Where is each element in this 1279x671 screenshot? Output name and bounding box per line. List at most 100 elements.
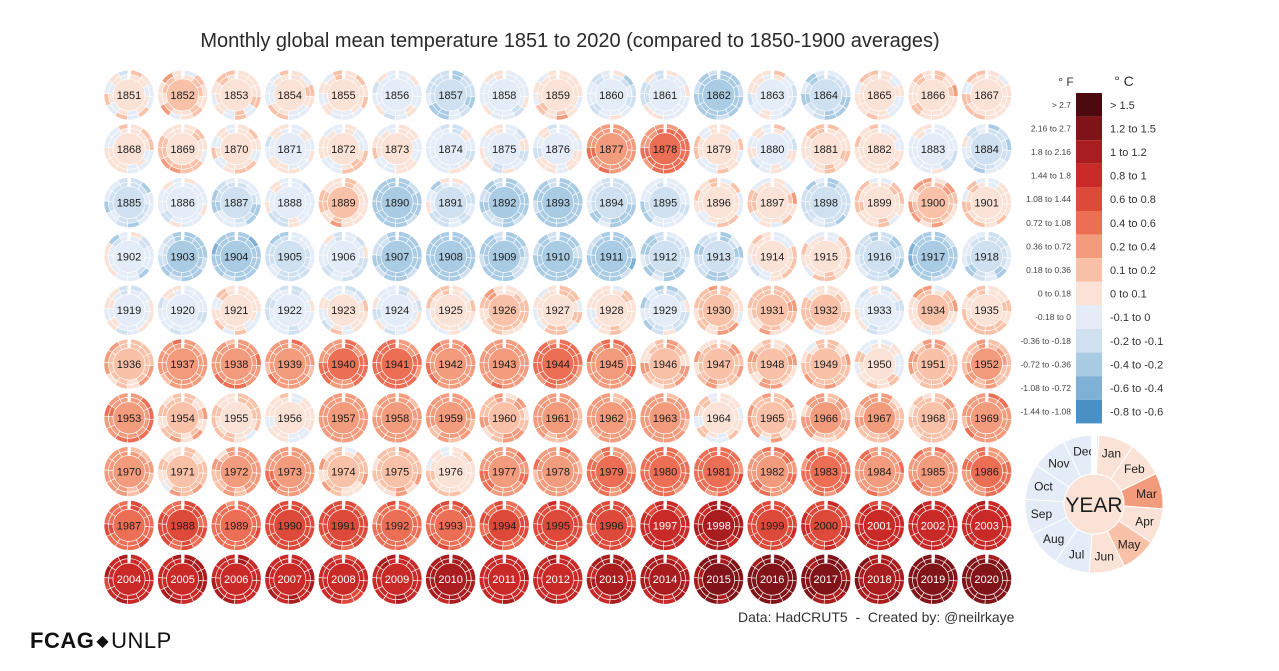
year-notch bbox=[127, 69, 131, 79]
year-notch bbox=[449, 284, 453, 295]
year-wheel-1963: 1963 bbox=[639, 391, 691, 444]
year-notch bbox=[931, 176, 935, 187]
year-wheel-1861: 1861 bbox=[639, 69, 691, 121]
year-notch bbox=[877, 230, 881, 241]
year-notch bbox=[824, 122, 828, 133]
year-wheel-1860: 1860 bbox=[586, 69, 637, 121]
year-label: 1901 bbox=[974, 198, 998, 210]
year-notch bbox=[395, 69, 399, 79]
year-notch bbox=[288, 122, 292, 133]
year-notch bbox=[556, 176, 560, 187]
year-notch bbox=[609, 445, 613, 456]
year-wheel-2013: 2013 bbox=[586, 553, 637, 605]
year-notch bbox=[502, 338, 506, 348]
year-notch bbox=[341, 122, 345, 133]
legend-c-label: > 1.5 bbox=[1110, 100, 1135, 112]
key-month-label: Apr bbox=[1135, 514, 1154, 528]
year-label: 1956 bbox=[278, 413, 302, 425]
year-label: 2016 bbox=[760, 574, 784, 586]
year-wheel-2009: 2009 bbox=[371, 553, 423, 605]
year-notch bbox=[824, 338, 828, 348]
year-label: 1915 bbox=[814, 251, 838, 263]
year-wheel-1973: 1973 bbox=[264, 445, 316, 497]
year-wheel-1936: 1936 bbox=[103, 338, 155, 390]
year-wheel-1905: 1905 bbox=[264, 230, 316, 282]
year-label: 1867 bbox=[974, 90, 998, 102]
year-label: 1937 bbox=[170, 359, 194, 371]
year-wheel-1987: 1987 bbox=[103, 499, 155, 551]
year-label: 1945 bbox=[599, 359, 623, 371]
year-wheel-1925: 1925 bbox=[425, 284, 476, 336]
year-label: 2011 bbox=[492, 574, 516, 586]
year-wheel-1981: 1981 bbox=[693, 445, 744, 497]
year-notch bbox=[127, 284, 131, 295]
year-wheel-1913: 1913 bbox=[693, 230, 744, 282]
year-label: 1898 bbox=[814, 198, 838, 210]
year-label: 1873 bbox=[385, 144, 409, 156]
year-label: 1877 bbox=[599, 144, 623, 156]
year-wheel-1919: 1919 bbox=[103, 284, 155, 336]
year-wheel-1985: 1985 bbox=[907, 445, 959, 497]
year-notch bbox=[824, 176, 828, 187]
year-notch bbox=[341, 176, 345, 187]
year-notch bbox=[717, 445, 721, 456]
year-wheel-1854: 1854 bbox=[264, 69, 316, 121]
year-wheel-1920: 1920 bbox=[157, 284, 208, 336]
year-label: 1994 bbox=[492, 520, 516, 532]
year-label: 1935 bbox=[974, 305, 998, 317]
year-label: 1872 bbox=[331, 144, 355, 156]
year-wheel-2015: 2015 bbox=[693, 553, 744, 605]
year-label: 1974 bbox=[331, 467, 355, 479]
year-label: 1889 bbox=[331, 198, 355, 210]
year-notch bbox=[931, 391, 935, 402]
year-wheel-1928: 1928 bbox=[586, 284, 637, 336]
year-wheel-2007: 2007 bbox=[264, 553, 316, 605]
year-label: 1984 bbox=[867, 467, 891, 479]
year-label: 2017 bbox=[814, 574, 838, 586]
year-notch bbox=[663, 230, 667, 241]
year-wheel-1869: 1869 bbox=[157, 122, 208, 175]
year-wheel-1918: 1918 bbox=[961, 230, 1012, 282]
year-wheel-1961: 1961 bbox=[532, 391, 584, 444]
year-wheel-1882: 1882 bbox=[854, 122, 905, 175]
year-notch bbox=[556, 391, 560, 402]
year-notch bbox=[234, 553, 238, 564]
year-notch bbox=[502, 391, 506, 402]
year-notch bbox=[395, 284, 399, 295]
year-notch bbox=[395, 230, 399, 241]
year-wheel-1904: 1904 bbox=[210, 230, 262, 282]
year-wheel-1986: 1986 bbox=[961, 445, 1012, 497]
year-label: 1939 bbox=[278, 359, 302, 371]
year-wheel-1888: 1888 bbox=[264, 176, 316, 228]
year-label: 1899 bbox=[867, 198, 891, 210]
legend-c-label: 0.2 to 0.4 bbox=[1110, 241, 1156, 253]
year-wheel-1938: 1938 bbox=[210, 338, 262, 390]
year-wheel-1874: 1874 bbox=[425, 122, 476, 175]
year-label: 1955 bbox=[224, 413, 248, 425]
year-notch bbox=[663, 176, 667, 187]
year-wheel-1924: 1924 bbox=[371, 284, 423, 336]
year-label: 1979 bbox=[599, 467, 623, 479]
year-wheel-1982: 1982 bbox=[746, 445, 798, 497]
year-label: 1971 bbox=[170, 467, 194, 479]
year-notch bbox=[717, 122, 721, 133]
year-notch bbox=[449, 499, 453, 510]
year-notch bbox=[663, 391, 667, 402]
year-wheel-1994: 1994 bbox=[478, 499, 530, 551]
year-label: 1918 bbox=[974, 251, 998, 263]
year-wheel-1944: 1944 bbox=[532, 338, 584, 390]
year-label: 1961 bbox=[546, 413, 570, 425]
year-wheel-1891: 1891 bbox=[425, 176, 476, 228]
year-notch bbox=[181, 230, 185, 241]
year-label: 1895 bbox=[653, 198, 677, 210]
year-notch bbox=[234, 445, 238, 456]
legend-f-label: 0.18 to 0.36 bbox=[1026, 265, 1071, 275]
legend-c-label: -0.8 to -0.6 bbox=[1110, 407, 1163, 419]
year-label: 1892 bbox=[492, 198, 516, 210]
year-notch bbox=[609, 499, 613, 510]
legend-swatch bbox=[1076, 140, 1102, 164]
year-notch bbox=[127, 122, 131, 133]
legend-c-label: 0.6 to 0.8 bbox=[1110, 194, 1156, 206]
year-label: 1959 bbox=[438, 413, 462, 425]
